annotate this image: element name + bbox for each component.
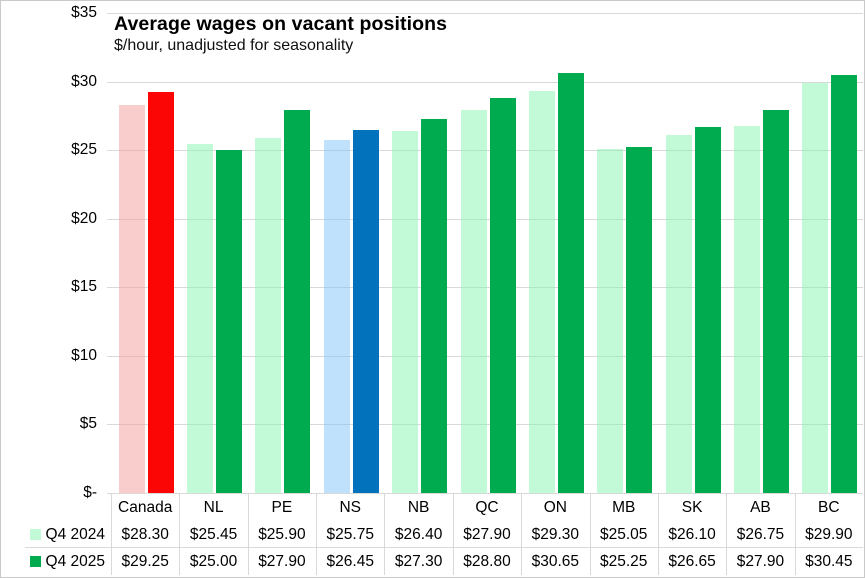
legend-label-q4-2025: Q4 2025 (45, 552, 105, 570)
table-cell-q4-2024-qc: $27.90 (463, 526, 511, 543)
chart-header: Average wages on vacant positions $/hour… (114, 12, 447, 56)
table-column-header-pe: PE (271, 499, 293, 516)
bar-q4-2025-canada (147, 91, 174, 493)
plot-area (107, 13, 863, 494)
bar-q4-2025-nb (421, 118, 448, 493)
bar-q4-2025-mb (626, 146, 653, 493)
y-axis-tick-label: $25 (71, 141, 97, 158)
bar-q4-2024-on (528, 91, 555, 493)
table-cell-q4-2024-pe: $25.90 (258, 526, 306, 543)
table-column-separator (521, 494, 523, 575)
bar-q4-2024-nl (187, 143, 214, 493)
chart-title: Average wages on vacant positions (114, 13, 448, 35)
table-column-header-mb: MB (612, 499, 636, 516)
gridline (107, 81, 863, 83)
bar-q4-2025-sk (694, 127, 721, 493)
y-axis-tick-label: $- (83, 483, 97, 501)
table-cell-q4-2025-canada: $29.25 (121, 553, 169, 570)
bar-q4-2024-sk (665, 134, 692, 493)
bar-q4-2025-on (557, 72, 584, 493)
table-column-separator (726, 494, 728, 575)
table-column-separator (247, 494, 249, 575)
table-cell-q4-2025-ns: $26.45 (326, 553, 374, 570)
table-column-header-ab: AB (750, 499, 771, 516)
bar-q4-2024-ab (733, 126, 760, 493)
table-column-header-on: ON (543, 499, 567, 516)
table-column-header-qc: QC (475, 499, 499, 516)
gridline (107, 13, 863, 14)
bar-q4-2025-bc (831, 75, 858, 493)
table-column-separator (589, 494, 591, 575)
legend-label-q4-2024: Q4 2024 (45, 525, 105, 543)
legend-item-q4-2025: Q4 2025 (1, 549, 105, 574)
table-cell-q4-2024-sk: $26.10 (668, 526, 716, 543)
bar-q4-2025-nl (216, 150, 243, 493)
table-column-separator (794, 494, 796, 575)
y-axis-tick-label: $35 (71, 4, 97, 21)
bar-q4-2024-nb (392, 130, 419, 493)
table-column-separator (316, 494, 318, 575)
bar-q4-2025-qc (489, 97, 516, 493)
table-cell-q4-2024-bc: $29.90 (805, 526, 853, 543)
bar-q4-2024-pe (255, 137, 282, 493)
table-cell-q4-2024-canada: $28.30 (121, 526, 169, 543)
table-column-header-ns: NS (339, 499, 362, 516)
y-axis-tick-label: $15 (71, 278, 97, 295)
table-column-header-nb: NB (407, 499, 430, 516)
bar-q4-2024-qc (460, 110, 487, 493)
table-column-header-sk: SK (681, 499, 703, 516)
table-cell-q4-2024-mb: $25.05 (600, 526, 648, 543)
chart-subtitle: $/hour, unadjusted for seasonality (114, 37, 354, 54)
y-axis-tick-label: $10 (71, 346, 97, 364)
bar-q4-2024-mb (597, 149, 624, 493)
table-row-separator (25, 547, 863, 548)
bar-q4-2025-ab (762, 110, 789, 493)
table-cell-q4-2024-ns: $25.75 (326, 526, 374, 543)
bar-q4-2024-bc (802, 82, 829, 493)
table-cell-q4-2024-on: $29.30 (531, 526, 580, 543)
table-column-separator (657, 494, 659, 575)
y-axis-tick-label: $30 (71, 72, 97, 90)
y-axis-tick-label: $5 (79, 415, 97, 432)
table-column-separator (452, 494, 454, 575)
table-column-header-nl: NL (203, 499, 224, 516)
table-cell-q4-2024-ab: $26.75 (736, 526, 785, 543)
table-cell-q4-2025-sk: $26.65 (668, 553, 716, 570)
table-cell-q4-2025-qc: $28.80 (463, 553, 511, 570)
table-column-separator (179, 494, 181, 575)
legend-swatch-q4-2024 (29, 529, 41, 540)
table-cell-q4-2024-nb: $26.40 (394, 526, 443, 543)
bar-q4-2024-ns (323, 139, 350, 493)
table-cell-q4-2025-pe: $27.90 (258, 553, 306, 570)
y-axis-tick-label: $20 (71, 209, 97, 227)
table-cell-q4-2025-on: $30.65 (531, 553, 580, 570)
bar-q4-2025-pe (284, 110, 311, 493)
table-cell-q4-2025-nl: $25.00 (189, 553, 238, 570)
table-column-separator (384, 494, 386, 575)
table-cell-q4-2025-nb: $27.30 (394, 553, 443, 570)
table-cell-q4-2025-ab: $27.90 (736, 553, 785, 570)
bar-q4-2024-canada (118, 104, 145, 493)
gridline (107, 492, 863, 494)
legend-item-q4-2024: Q4 2024 (1, 522, 105, 547)
bar-q4-2025-ns (352, 130, 379, 493)
legend-swatch-q4-2025 (29, 556, 41, 567)
table-cell-q4-2024-nl: $25.45 (189, 526, 238, 543)
table-column-header-canada: Canada (118, 499, 173, 516)
table-column-header-bc: BC (818, 499, 840, 516)
table-cell-q4-2025-mb: $25.25 (600, 553, 648, 570)
table-cell-q4-2025-bc: $30.45 (805, 553, 853, 570)
table-column-separator (111, 494, 112, 575)
